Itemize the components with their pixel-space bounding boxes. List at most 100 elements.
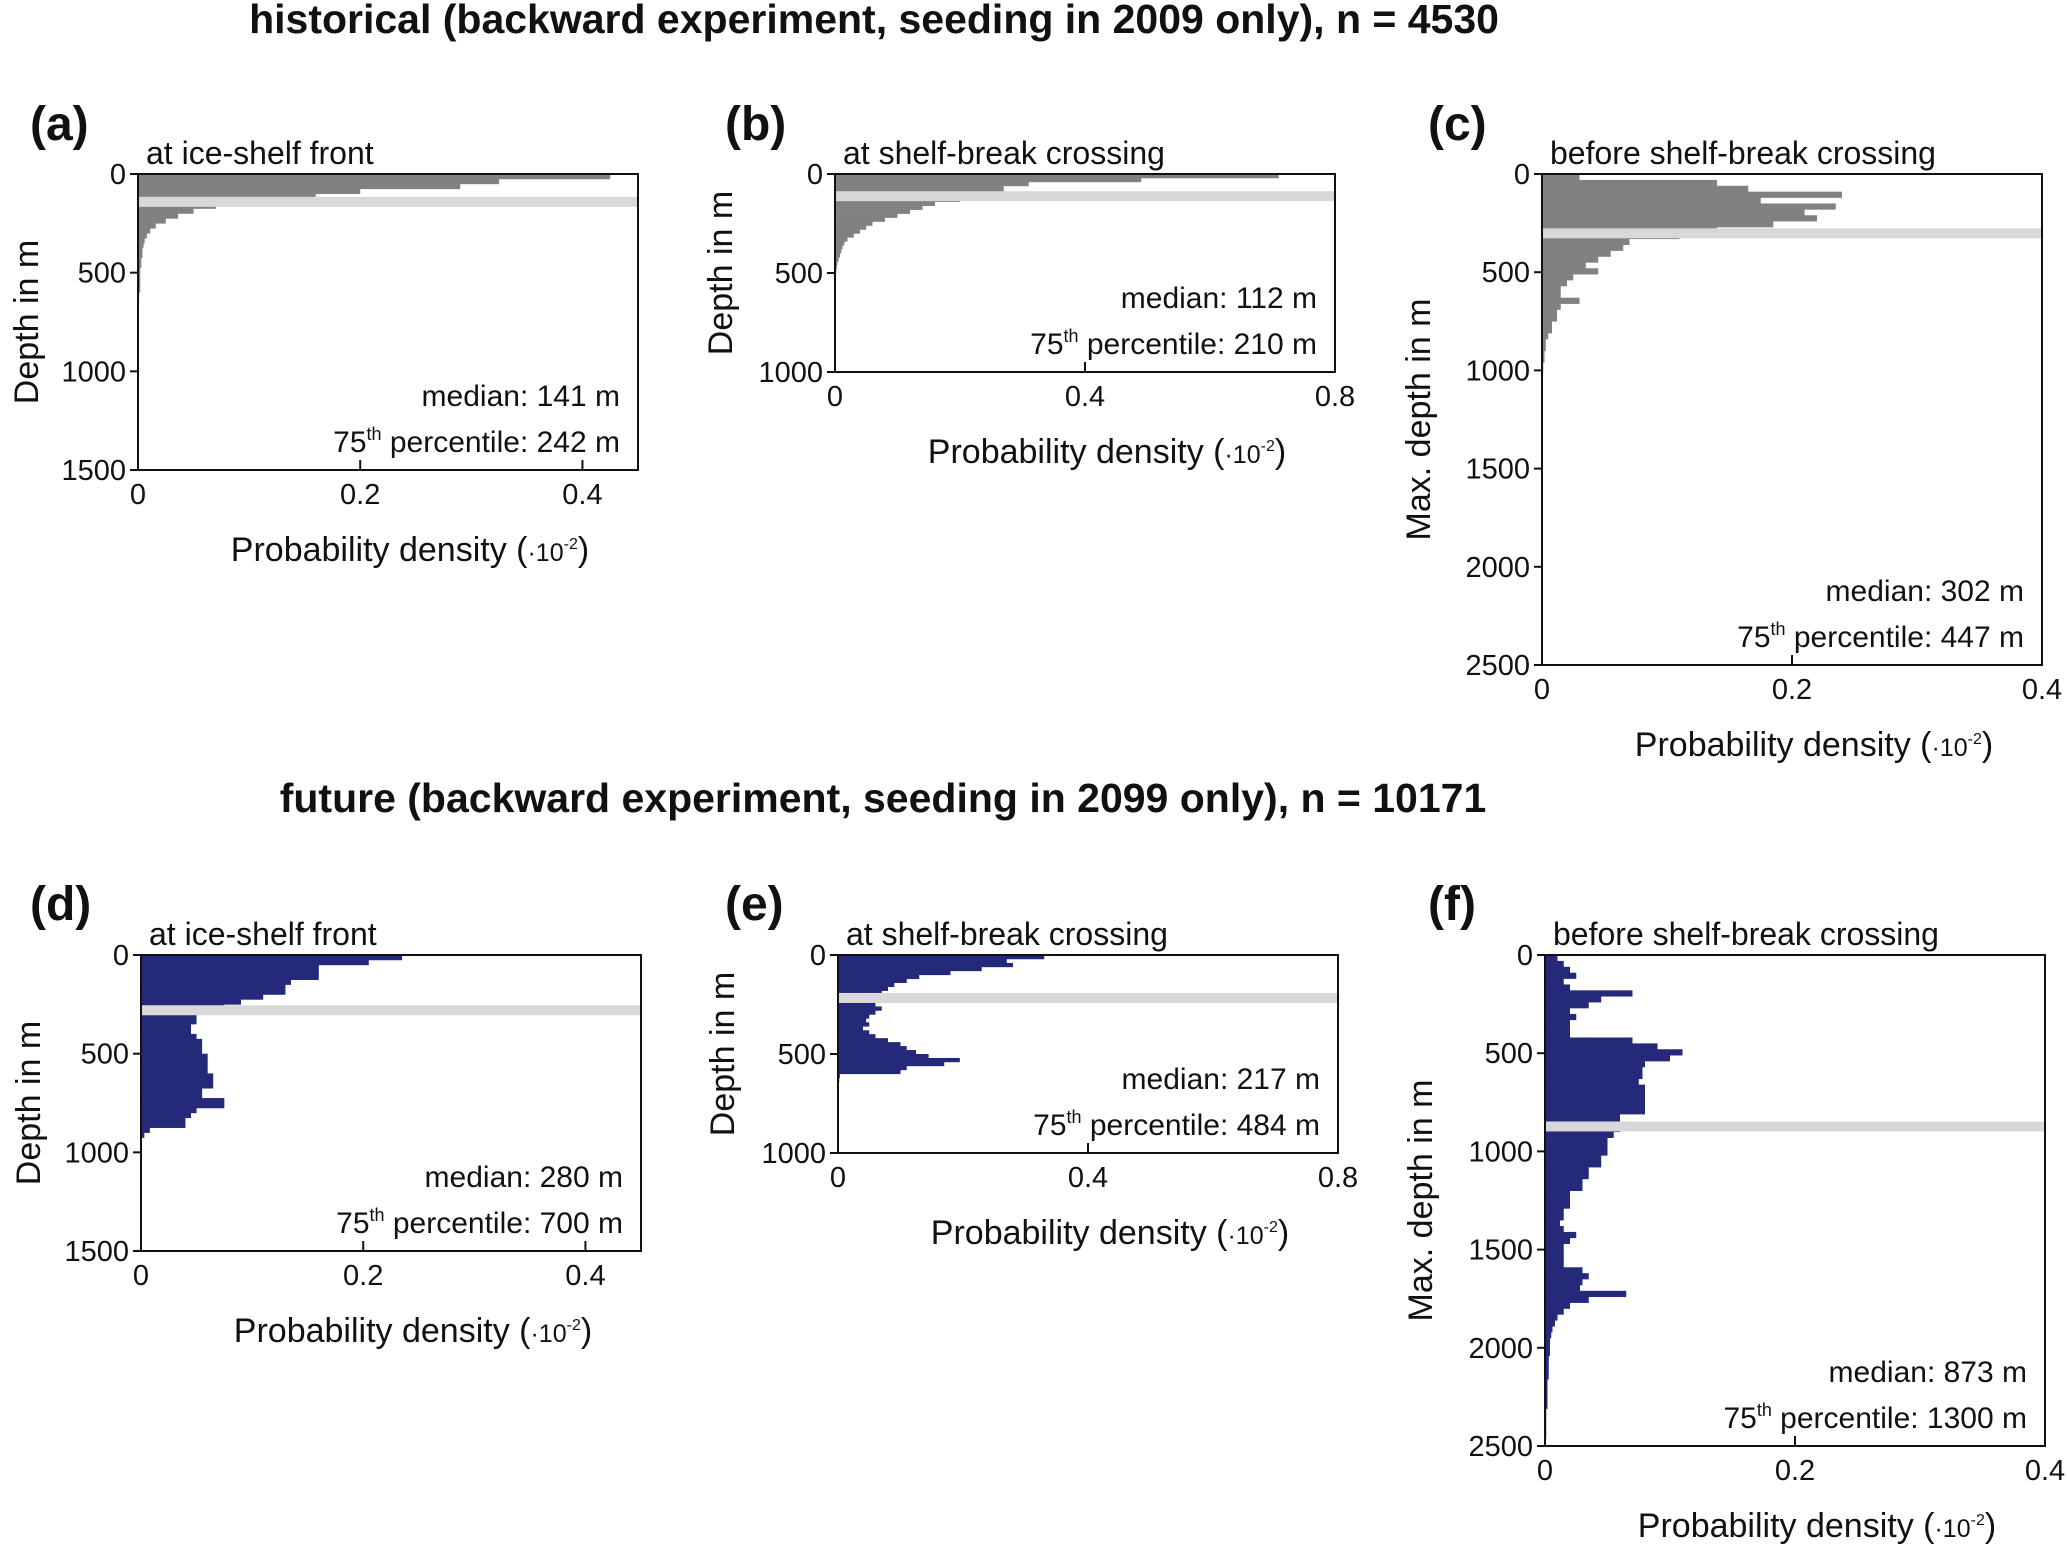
histogram-bar xyxy=(1545,1267,1583,1274)
y-tick-label: 1000 xyxy=(761,1138,826,1170)
median-annotation: median: 873 m xyxy=(1829,1356,2027,1389)
histogram-bar xyxy=(1545,1173,1589,1180)
y-tick-label: 1000 xyxy=(1468,1136,1533,1168)
histogram-bar xyxy=(1545,1314,1558,1321)
histogram-bar xyxy=(141,1043,203,1050)
histogram-bar xyxy=(1545,1043,1658,1050)
histogram-bar xyxy=(835,225,867,230)
histogram-bar xyxy=(835,221,873,226)
percentile-annotation: 75th percentile: 700 m xyxy=(336,1205,623,1240)
histogram-bar xyxy=(1542,309,1557,316)
panel-title: at ice-shelf front xyxy=(149,916,377,952)
x-tick-label: 0 xyxy=(1534,674,1550,706)
histogram-bar xyxy=(138,228,151,234)
histogram-bar xyxy=(835,229,860,234)
histogram-bar xyxy=(141,984,286,990)
histogram-bar xyxy=(835,209,910,214)
histogram-bar xyxy=(1545,955,1558,962)
plot-frame xyxy=(140,954,642,1252)
histogram-bar xyxy=(141,1122,186,1128)
histogram-bar xyxy=(141,989,286,995)
histogram-bar xyxy=(1545,1214,1564,1221)
y-tick-label: 1000 xyxy=(64,1137,129,1169)
histogram-bar xyxy=(1545,1149,1608,1156)
y-tick-label: 1000 xyxy=(61,356,126,388)
histogram-bar xyxy=(1545,1066,1643,1074)
x-axis-label: Probability density (·10-2) xyxy=(931,1214,1289,1252)
histogram-bar xyxy=(1542,274,1574,281)
histogram-bar xyxy=(838,958,1007,964)
histogram-bar xyxy=(1545,1349,1550,1356)
histogram-bar xyxy=(1545,1002,1589,1009)
panel-a: 0 0.2 0.4 0 500 1000 1500 (a) at ice-shelf front… xyxy=(8,98,639,569)
y-tick-label: 0 xyxy=(810,940,826,972)
x-axis-label: Probability density (·10-2) xyxy=(1638,1507,1996,1545)
x-tick-label: 0 xyxy=(130,479,146,511)
histogram-bar xyxy=(835,253,840,258)
histogram-bar xyxy=(838,962,1013,968)
median-line xyxy=(141,1005,641,1016)
histogram-bar xyxy=(838,1054,929,1059)
x-tick-label: 0.4 xyxy=(565,1260,605,1292)
y-axis-label: Depth in m xyxy=(704,972,742,1136)
histogram-bar xyxy=(838,1065,907,1071)
histogram-bar xyxy=(1545,1396,1548,1404)
histogram-bar xyxy=(1545,1108,1645,1115)
histogram-bar xyxy=(838,1061,945,1067)
histogram-bar xyxy=(141,1112,191,1119)
histogram-bar xyxy=(1545,1284,1580,1292)
histogram-bar xyxy=(1545,996,1602,1003)
histogram-bar xyxy=(1542,197,1761,204)
histogram-bar xyxy=(1545,1237,1570,1245)
median-annotation: median: 302 m xyxy=(1826,575,2024,608)
panel-label: (c) xyxy=(1428,98,1487,151)
histogram-bar xyxy=(1542,268,1599,275)
histogram-bar xyxy=(138,223,156,229)
histogram-bar xyxy=(1542,179,1717,187)
histogram-bar xyxy=(141,1053,208,1059)
histogram-bar xyxy=(138,252,143,259)
histogram-bar xyxy=(835,257,839,262)
histogram-bar xyxy=(1545,1084,1645,1091)
histogram-bar xyxy=(138,287,141,293)
histogram-bar xyxy=(838,1050,917,1055)
histogram-bar xyxy=(1542,315,1557,322)
y-tick-label: 500 xyxy=(775,258,823,290)
y-tick-label: 1500 xyxy=(61,455,126,487)
y-tick-label: 2500 xyxy=(1468,1431,1533,1463)
histogram-bar xyxy=(138,208,194,214)
histogram-bar xyxy=(838,1069,901,1075)
histogram-bar xyxy=(141,974,319,980)
histogram-bar xyxy=(1545,1385,1548,1392)
histogram-bar xyxy=(141,979,291,985)
panel-c: 0 0.2 0.4 0 500 1000 1500 2000 2500 (c) before she… xyxy=(1400,98,2062,764)
histogram-bar xyxy=(1542,238,1630,246)
plot-frame xyxy=(137,173,639,471)
panel-d: 0 0.2 0.4 0 500 1000 1500 (d) at ice-shelf front… xyxy=(10,878,642,1350)
histogram-bar xyxy=(141,1078,214,1084)
x-tick-label: 0.4 xyxy=(562,479,602,511)
median-annotation: median: 280 m xyxy=(425,1161,623,1194)
x-tick-label: 0 xyxy=(1537,1455,1553,1487)
panel-title: at shelf-break crossing xyxy=(846,916,1168,952)
panel-f: 0 0.2 0.4 0 500 1000 1500 2000 2500 (f) before she… xyxy=(1402,878,2065,1545)
histogram-bar xyxy=(838,955,1045,960)
histogram-bar xyxy=(838,1010,876,1015)
panel-label: (e) xyxy=(725,878,784,931)
percentile-annotation: 75th percentile: 210 m xyxy=(1030,326,1317,361)
histogram-bar xyxy=(141,1088,203,1094)
histogram-bar xyxy=(141,1014,197,1020)
histogram-bar xyxy=(1545,1202,1570,1209)
y-tick-label: 500 xyxy=(1485,1038,1533,1070)
histogram-bar xyxy=(138,257,142,264)
histogram-bar xyxy=(141,1058,208,1064)
histogram-bar xyxy=(141,1127,150,1133)
y-axis-label: Depth in m xyxy=(8,240,46,404)
histogram-bar xyxy=(141,1132,145,1138)
y-axis-label: Depth in m xyxy=(702,191,740,355)
histogram-bar xyxy=(1545,1025,1570,1032)
y-tick-label: 0 xyxy=(113,940,129,972)
histogram-bar xyxy=(835,233,854,238)
histogram-bar xyxy=(141,1083,214,1089)
x-axis-label: Probability density (·10-2) xyxy=(234,1312,592,1350)
